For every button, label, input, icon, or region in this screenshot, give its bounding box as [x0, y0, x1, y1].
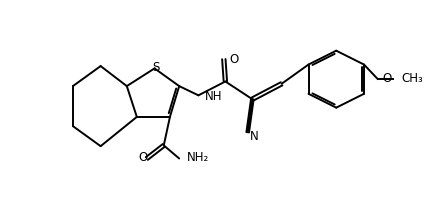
Text: NH: NH [204, 90, 222, 103]
Text: N: N [250, 130, 258, 143]
Text: O: O [138, 151, 147, 164]
Text: O: O [229, 53, 238, 66]
Text: NH₂: NH₂ [187, 151, 208, 164]
Text: CH₃: CH₃ [400, 72, 422, 85]
Text: O: O [381, 72, 391, 85]
Text: S: S [152, 61, 159, 74]
